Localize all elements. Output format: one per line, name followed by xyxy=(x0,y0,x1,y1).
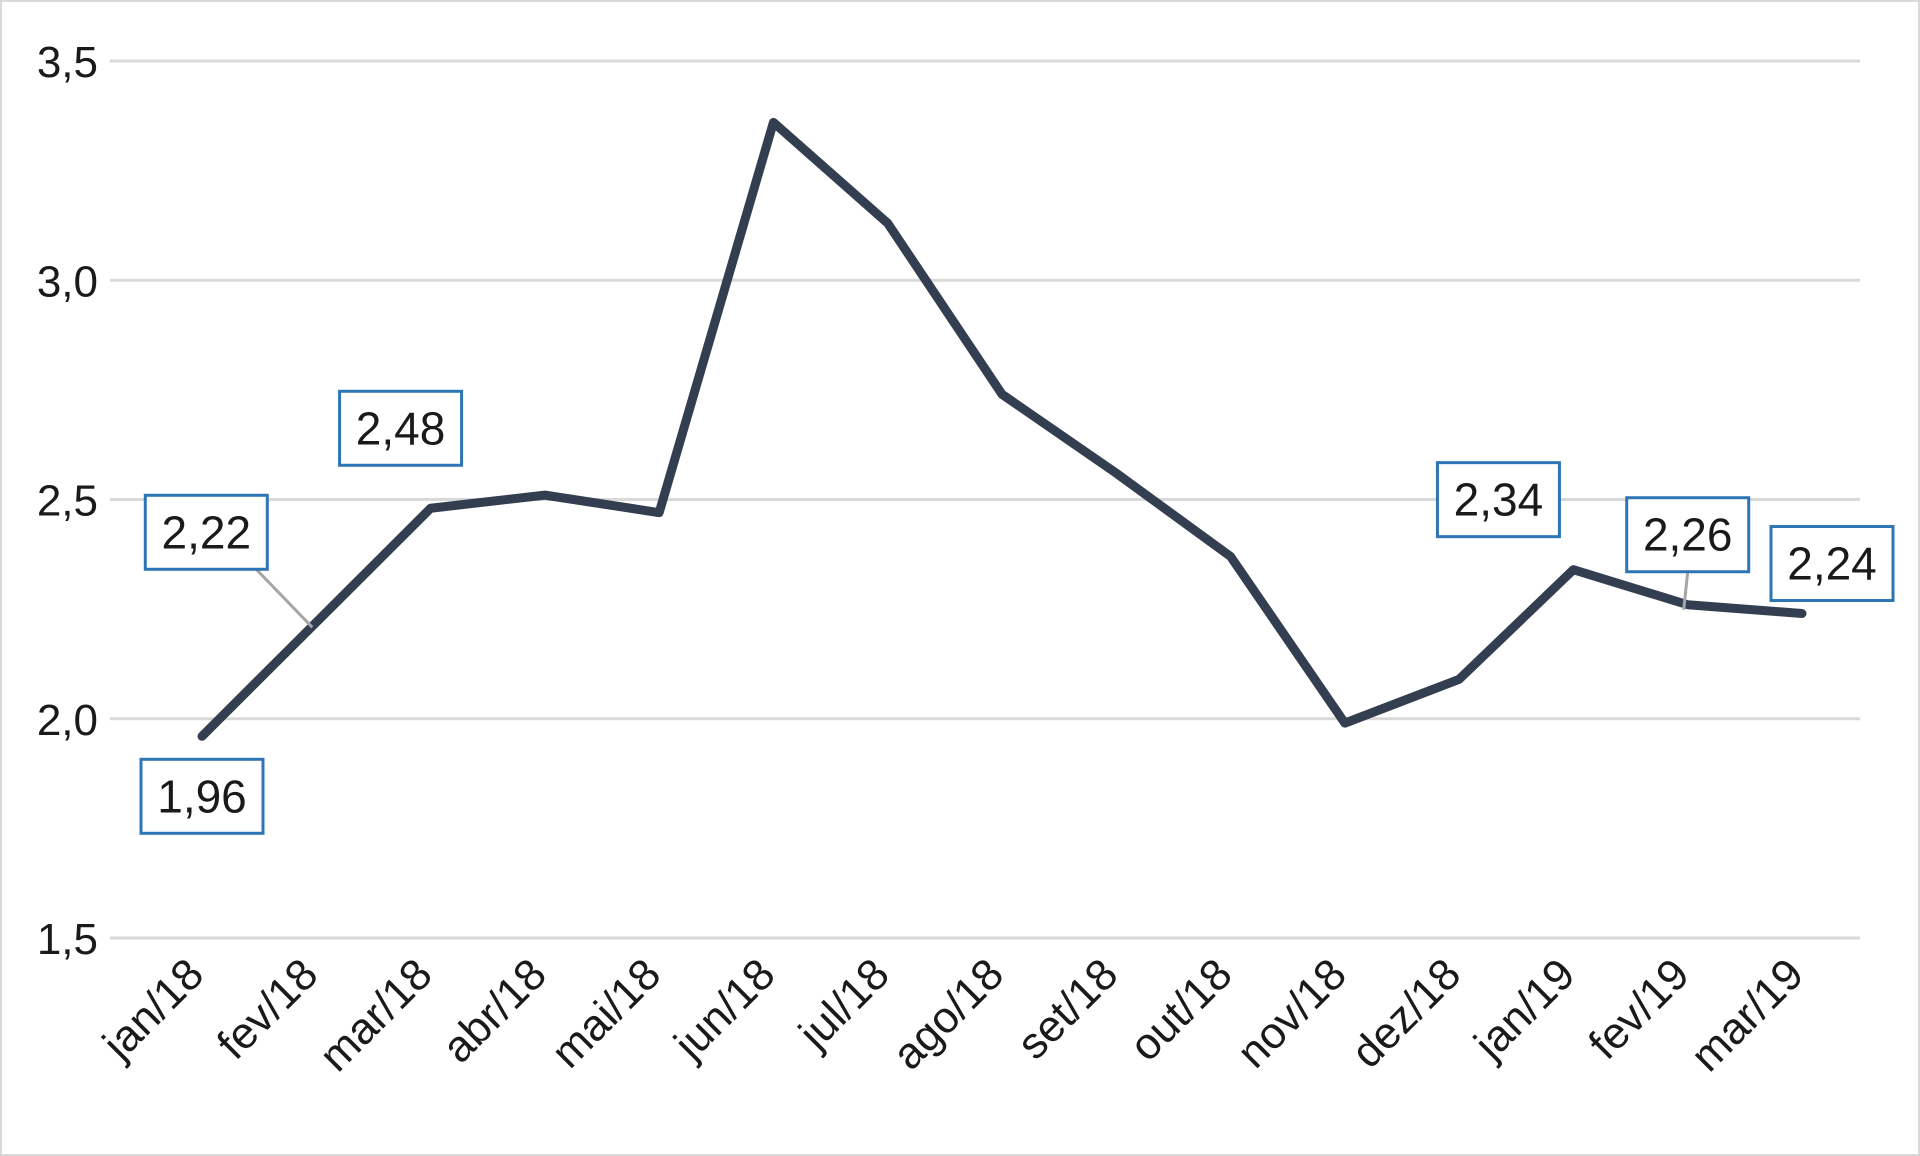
x-tick-label: mai/18 xyxy=(542,949,670,1077)
series-line xyxy=(197,117,1807,741)
gridlines xyxy=(110,59,1860,940)
series-layer xyxy=(197,117,1807,741)
y-tick-label: 3,0 xyxy=(37,257,98,306)
data-label-leader xyxy=(255,568,314,629)
data-label-box xyxy=(1625,496,1751,574)
y-tick-label: 1,5 xyxy=(37,915,98,964)
data-label: 2,24 xyxy=(1787,538,1877,590)
x-tick-label: jan/19 xyxy=(1464,949,1585,1070)
data-label-box xyxy=(338,389,464,467)
x-tick-label: jan/18 xyxy=(92,949,213,1070)
x-tick-label: nov/18 xyxy=(1228,949,1356,1077)
x-tick-label: jun/18 xyxy=(664,949,785,1070)
data-label-leader xyxy=(1682,571,1690,610)
x-tick-label: fev/18 xyxy=(208,949,327,1068)
y-axis-ticks: 1,5 2,0 2,5 3,0 3,5 xyxy=(37,38,98,964)
data-label: 2,22 xyxy=(162,506,252,558)
x-tick-label: abr/18 xyxy=(433,949,556,1072)
x-tick-label: mar/18 xyxy=(310,949,441,1080)
x-tick-label: ago/18 xyxy=(883,949,1013,1079)
data-label: 2,26 xyxy=(1643,509,1733,561)
y-tick-label: 3,5 xyxy=(37,38,98,87)
x-tick-label: dez/18 xyxy=(1342,949,1470,1077)
data-label: 2,34 xyxy=(1454,474,1544,526)
x-tick-label: fev/19 xyxy=(1579,949,1698,1068)
y-tick-label: 2,0 xyxy=(37,696,98,745)
data-label-box xyxy=(139,757,265,835)
data-label-box xyxy=(1435,461,1561,539)
data-label: 2,48 xyxy=(356,402,446,454)
x-tick-label: jul/18 xyxy=(788,949,898,1059)
data-label-box xyxy=(143,493,269,571)
x-tick-label: mar/19 xyxy=(1682,949,1813,1080)
x-tick-label: set/18 xyxy=(1008,949,1127,1068)
y-tick-label: 2,5 xyxy=(37,477,98,526)
x-tick-label: out/18 xyxy=(1120,949,1241,1070)
data-label-box xyxy=(1769,525,1895,603)
data-labels: 1,96 2,22 2,48 2,34 2,26 2,24 xyxy=(139,389,1895,835)
data-label: 1,96 xyxy=(157,770,247,822)
